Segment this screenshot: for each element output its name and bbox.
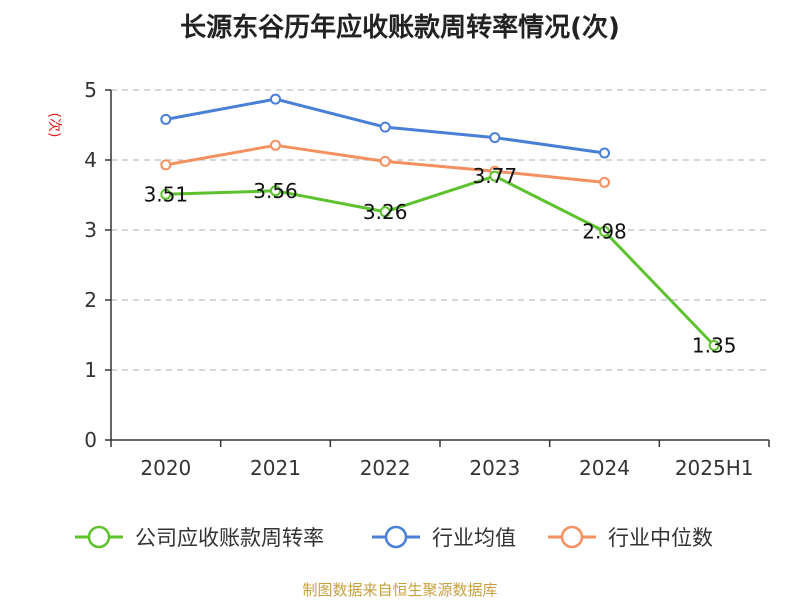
y-tick-label-4: 4	[84, 148, 97, 172]
legend: 公司应收账款周转率 行业均值 行业中位数	[75, 525, 713, 550]
chart-title: 长源东谷历年应收账款周转率情况(次)	[180, 12, 620, 43]
legend-item-1[interactable]: 行业均值	[372, 525, 516, 550]
point-2-2022	[379, 155, 391, 167]
data-label-2022: 3.26	[363, 200, 408, 224]
point-1-2022	[379, 121, 391, 133]
legend-item-2[interactable]: 行业中位数	[548, 525, 713, 550]
y-tick-label-0: 0	[84, 428, 97, 452]
point-1-2021	[270, 93, 281, 105]
point-0-2024	[599, 225, 610, 237]
series-1	[160, 93, 610, 159]
point-1-2024	[599, 147, 610, 159]
data-labels: 3.51 3.56 3.26 3.77 2.98 1.35	[144, 164, 737, 357]
series-0	[160, 170, 720, 351]
x-tick-label-2024: 2024	[579, 456, 630, 480]
point-1-2020	[160, 113, 172, 125]
legend-marker-icon	[560, 525, 584, 549]
y-tick-label-1: 1	[84, 358, 97, 382]
legend-label-1: 行业均值	[432, 526, 516, 550]
legend-label-0: 公司应收账款周转率	[135, 526, 324, 550]
data-label-2024: 2.98	[582, 219, 627, 243]
x-tick-label-2021: 2021	[250, 456, 301, 480]
data-label-2020: 3.51	[144, 182, 189, 206]
point-0-2020	[160, 188, 172, 200]
data-label-2021: 3.56	[253, 179, 298, 203]
y-tick-label-5: 5	[84, 78, 97, 102]
x-tick-label-2020: 2020	[140, 456, 191, 480]
point-2-2024	[599, 176, 610, 188]
point-0-2023	[489, 170, 501, 182]
data-label-2025H1: 1.35	[692, 334, 737, 358]
legend-marker-icon	[87, 525, 111, 549]
point-0-2022	[379, 206, 391, 218]
series-2	[160, 139, 610, 188]
x-tick-label-2022: 2022	[360, 456, 411, 480]
point-1-2023	[489, 132, 501, 144]
x-tick-label-2025H1: 2025H1	[675, 456, 754, 480]
point-0-2025H1	[708, 340, 720, 351]
y-tick-label-3: 3	[84, 218, 97, 242]
data-label-2023: 3.77	[473, 164, 518, 188]
y-axis-label: (次)	[46, 113, 62, 138]
source-note: 制图数据来自恒生聚源数据库	[302, 581, 497, 599]
point-0-2021	[270, 185, 281, 197]
legend-marker-icon	[384, 525, 408, 549]
legend-item-0[interactable]: 公司应收账款周转率	[75, 525, 324, 550]
point-2-2021	[270, 139, 281, 151]
point-2-2020	[160, 159, 172, 171]
x-tick-label-2023: 2023	[469, 456, 520, 480]
y-tick-label-2: 2	[84, 288, 97, 312]
series-layer	[160, 93, 720, 351]
legend-label-2: 行业中位数	[608, 526, 713, 550]
axes: 0 1 2 3 4 5 2020 2021 2022 2023 2024 2025H1	[84, 78, 770, 480]
series-line-0	[165, 174, 716, 347]
